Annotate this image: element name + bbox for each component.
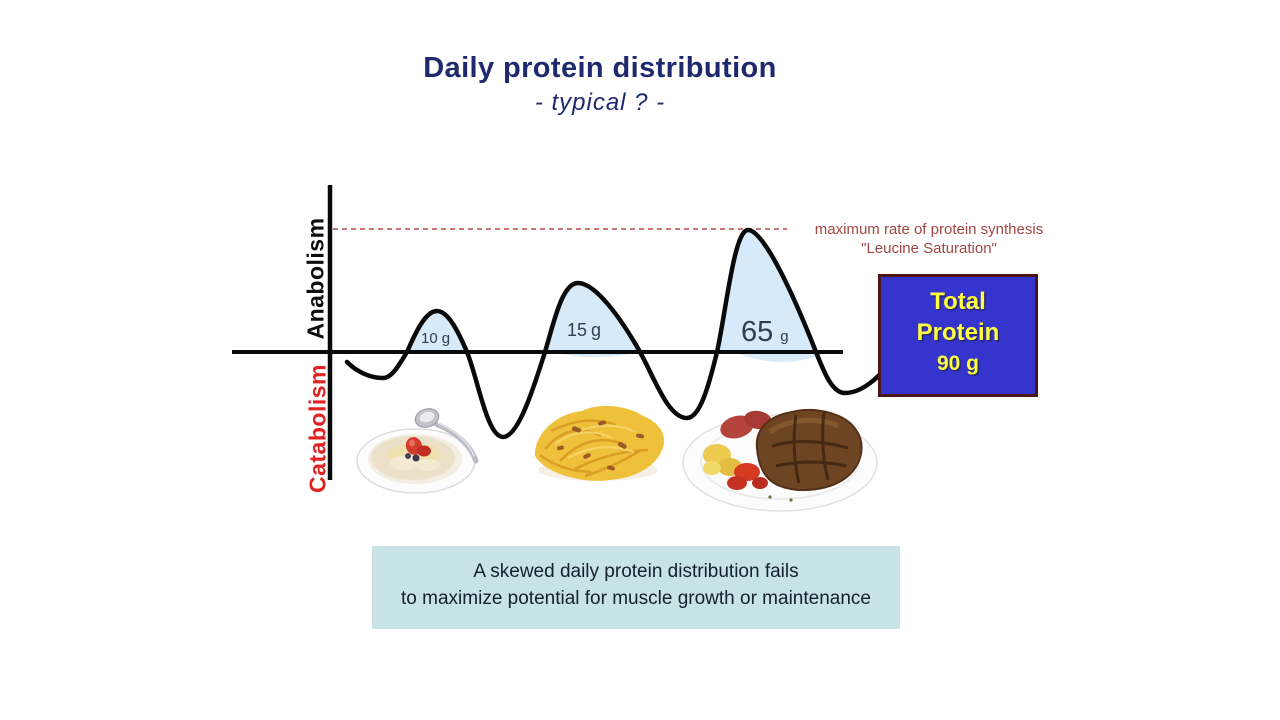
peak-2-value: 15 xyxy=(567,320,588,340)
slide-subtitle: - typical ? - xyxy=(534,89,666,116)
total-box-line2: Protein xyxy=(916,319,1000,346)
total-box-amount: 90 g xyxy=(936,352,980,375)
protein-synthesis-curve xyxy=(344,227,892,440)
axes-lines xyxy=(232,185,843,480)
peak-1-unit: g xyxy=(441,330,451,347)
caption-line2: to maximize potential for muscle growth … xyxy=(401,588,871,609)
peak-3-unit: g xyxy=(780,328,789,345)
peak-fill-shapes xyxy=(405,230,828,362)
caption-box: A skewed daily protein distribution fail… xyxy=(372,546,900,629)
steak-dinner-plate-image xyxy=(682,409,878,512)
catabolism-axis-label: Catabolism xyxy=(304,364,331,493)
threshold-line1: maximum rate of protein synthesis xyxy=(814,221,1044,238)
blueberry xyxy=(412,454,420,462)
caption-line1: A skewed daily protein distribution fail… xyxy=(473,561,799,582)
peak-label-65g: 65 g xyxy=(741,316,789,349)
peak-1-value: 10 xyxy=(421,330,438,347)
total-protein-box: Total Protein 90 g xyxy=(878,274,1038,397)
peak-3-value: 65 xyxy=(741,316,774,348)
peak-2-unit: g xyxy=(591,320,602,340)
anabolism-axis-label: Anabolism xyxy=(302,217,329,340)
threshold-line2: "Leucine Saturation" xyxy=(861,240,997,257)
spaghetti-pasta-image xyxy=(534,405,665,481)
peak-label-10g: 10 g xyxy=(421,330,450,347)
steak xyxy=(755,409,863,492)
spoon-handle xyxy=(433,421,479,464)
bacon-bits xyxy=(557,420,644,471)
peak-label-15g: 15 g xyxy=(567,320,601,341)
slide-title: Daily protein distribution xyxy=(423,52,777,84)
threshold-annotation: maximum rate of protein synthesis "Leuci… xyxy=(793,220,1065,258)
total-box-line1: Total xyxy=(930,288,986,315)
porridge-bowl-image xyxy=(356,408,479,494)
